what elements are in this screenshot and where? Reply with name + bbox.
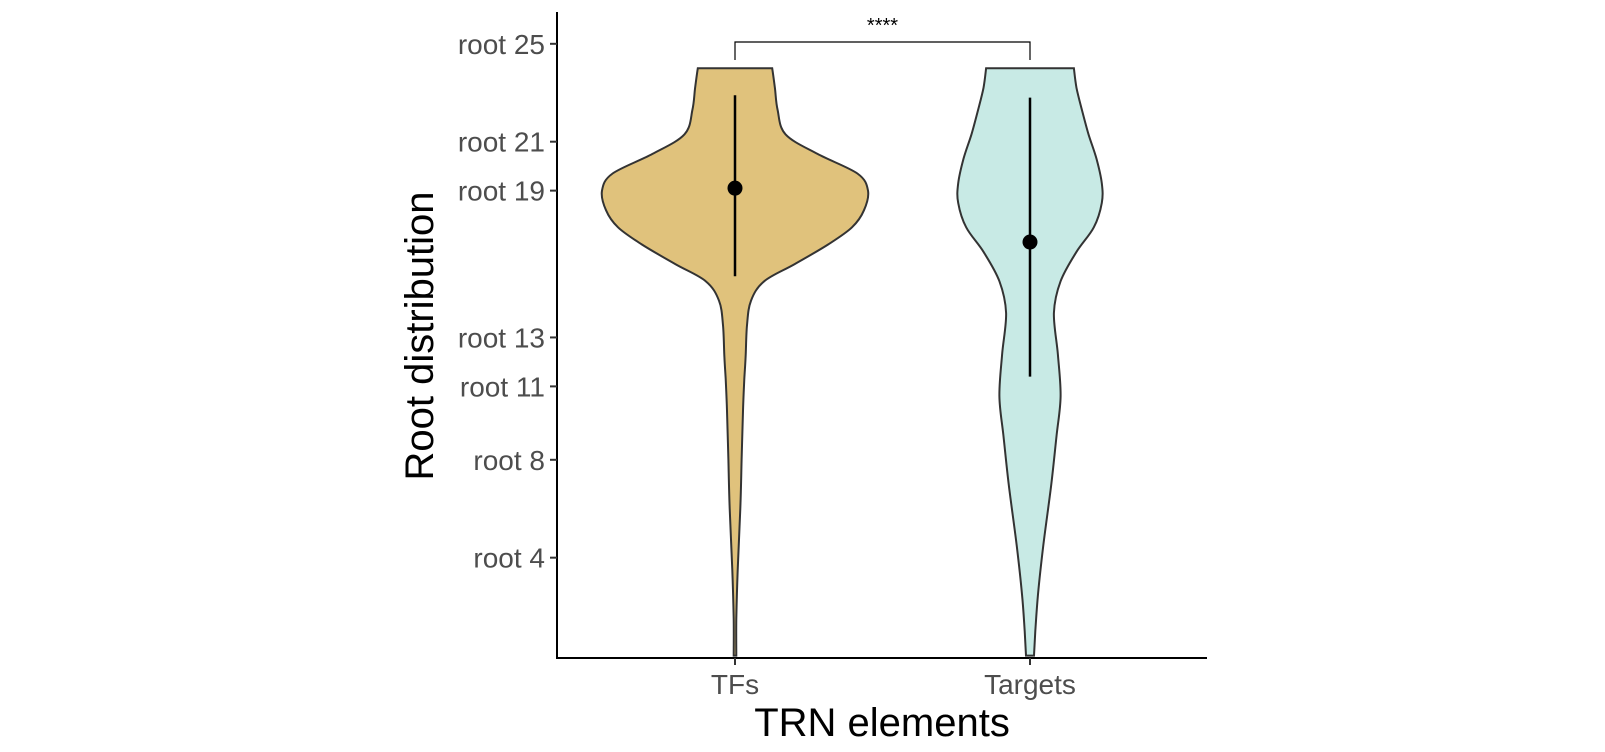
mean-point-tfs (727, 180, 743, 196)
significance-bracket: **** (734, 15, 1031, 60)
y-ticks: root 4 root 8 root 11 root 13 root 19 root 21… (458, 29, 557, 574)
y-tick-label-0: root 4 (473, 543, 545, 574)
violin-layer (600, 67, 1104, 657)
y-tick-label-4: root 19 (458, 176, 545, 207)
y-axis-title: Root distribution (398, 191, 442, 480)
significance-line (734, 41, 1031, 60)
x-axis-title: TRN elements (754, 701, 1010, 745)
x-tick-label-0: TFs (711, 669, 759, 700)
y-tick-label-5: root 21 (458, 127, 545, 158)
y-tick-label-2: root 11 (460, 371, 545, 402)
significance-label: **** (867, 15, 898, 37)
mean-point-targets (1022, 234, 1038, 250)
summary-layer (727, 95, 1038, 377)
axes-layer (556, 12, 1207, 659)
y-tick-label-6: root 25 (458, 29, 545, 60)
y-tick-label-3: root 13 (458, 322, 545, 353)
violin-tfs (600, 67, 870, 657)
y-tick-label-1: root 8 (473, 445, 545, 476)
x-ticks: TFs Targets (711, 658, 1076, 700)
x-tick-label-1: Targets (984, 669, 1076, 700)
